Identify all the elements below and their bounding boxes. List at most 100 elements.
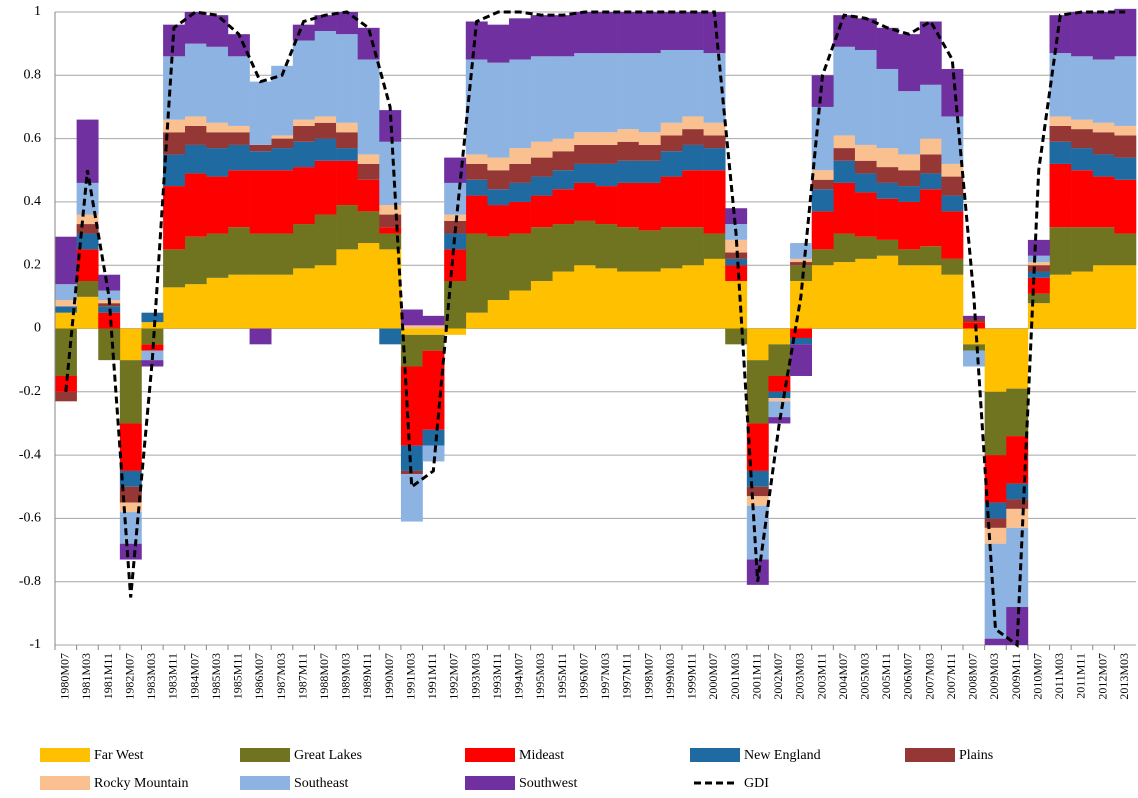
bar-segment <box>833 182 856 234</box>
bar-segment <box>1092 154 1115 177</box>
bar-segment <box>919 138 942 155</box>
bar-segment <box>941 274 964 329</box>
legend-swatch <box>465 776 515 790</box>
bar-segment <box>681 116 704 130</box>
bar-segment <box>595 12 618 54</box>
bar-segment <box>119 543 142 560</box>
bar-segment <box>400 328 423 335</box>
y-tick-label: 1 <box>34 4 41 19</box>
bar-segment <box>1092 265 1115 329</box>
bar-segment <box>249 144 272 152</box>
bar-segment <box>227 274 250 329</box>
bar-segment <box>227 170 250 228</box>
bar-segment <box>876 148 899 168</box>
bar-segment <box>660 268 683 329</box>
bar-segment <box>768 375 791 392</box>
bar-segment <box>573 12 596 54</box>
bar-segment <box>638 160 661 183</box>
bar-segment <box>1092 59 1115 123</box>
bar-segment <box>227 34 250 57</box>
bar-segment <box>660 122 683 136</box>
bar-segment <box>292 125 315 142</box>
bar-segment <box>530 15 553 57</box>
bar-segment <box>249 274 272 329</box>
bar-segment <box>811 249 834 266</box>
bar-segment <box>746 423 769 471</box>
bar-segment <box>1114 56 1137 126</box>
bar-segment <box>854 192 877 237</box>
y-tick-label: 0.6 <box>24 131 42 146</box>
x-tick-label: 1992M07 <box>447 653 461 700</box>
bar-segment <box>768 417 791 424</box>
bar-segment <box>768 401 791 418</box>
bar-segment <box>271 65 294 136</box>
bar-segment <box>573 132 596 145</box>
bar-segment <box>941 211 964 259</box>
bar-segment <box>963 328 985 345</box>
bar-segment <box>638 144 661 161</box>
bar-segment <box>1049 227 1072 275</box>
bar-segment <box>184 12 207 44</box>
bar-segment <box>76 296 99 329</box>
bar-segment <box>552 271 575 329</box>
bar-segment <box>1071 56 1094 120</box>
bar-segment <box>379 227 402 234</box>
bar-segment <box>530 157 553 177</box>
bar-segment <box>76 214 99 225</box>
bar-segment <box>552 151 575 171</box>
bar-segment <box>811 265 834 329</box>
line-series <box>64 10 1126 648</box>
x-tick-label: 1982M07 <box>122 653 136 700</box>
bar-segment <box>1092 132 1115 155</box>
x-tick-label: 1986M07 <box>252 653 266 700</box>
bar-segment <box>1071 129 1094 149</box>
bar-segment <box>163 249 186 288</box>
bar-segment <box>76 182 99 215</box>
bar-segment <box>292 141 315 168</box>
bar-segment <box>573 53 596 133</box>
bar-segment <box>292 224 315 269</box>
legend-swatch <box>40 748 90 762</box>
bar-segment <box>530 195 553 228</box>
bar-segment <box>941 163 964 177</box>
bar-segment <box>314 122 337 139</box>
bar-segment <box>898 186 921 202</box>
x-tick-label: 2011M11 <box>1074 653 1088 699</box>
bar-segment <box>400 309 423 326</box>
bar-segment <box>811 75 834 107</box>
bar-segment <box>184 236 207 285</box>
bar-segment <box>811 179 834 190</box>
bar-segment <box>444 182 467 215</box>
x-tick-label: 2007M03 <box>922 653 936 700</box>
bar-segment <box>55 375 77 392</box>
bar-segment <box>941 258 964 275</box>
bar-segment <box>963 350 985 367</box>
bar-segment <box>833 15 856 47</box>
bar-segment <box>422 315 445 326</box>
bar-segment <box>1027 293 1050 304</box>
bar-segment <box>141 322 164 329</box>
bar-segment <box>638 132 661 145</box>
bar-segment <box>1006 436 1029 484</box>
x-tick-label: 2007M11 <box>944 653 958 699</box>
bar-segment <box>422 325 445 329</box>
bar-segment <box>314 214 337 266</box>
x-tick-label: 2005M03 <box>858 653 872 700</box>
bar-segment <box>833 148 856 161</box>
bar-segment <box>336 12 358 35</box>
bar-segment <box>898 34 921 92</box>
bar-segment <box>595 268 618 329</box>
bar-segment <box>336 34 358 123</box>
bar-segment <box>984 328 1007 392</box>
x-tick-label: 1991M11 <box>425 653 439 699</box>
bar-segment <box>292 119 315 126</box>
x-tick-label: 2004M07 <box>836 653 850 700</box>
bar-segment <box>184 173 207 237</box>
x-tick-label: 1993M03 <box>468 653 482 700</box>
bar-segment <box>833 46 856 136</box>
x-tick-label: 2000M07 <box>706 653 720 700</box>
bar-segment <box>206 132 229 149</box>
bar-segment <box>55 328 77 376</box>
bar-segment <box>55 306 77 313</box>
bar-segment <box>552 189 575 225</box>
